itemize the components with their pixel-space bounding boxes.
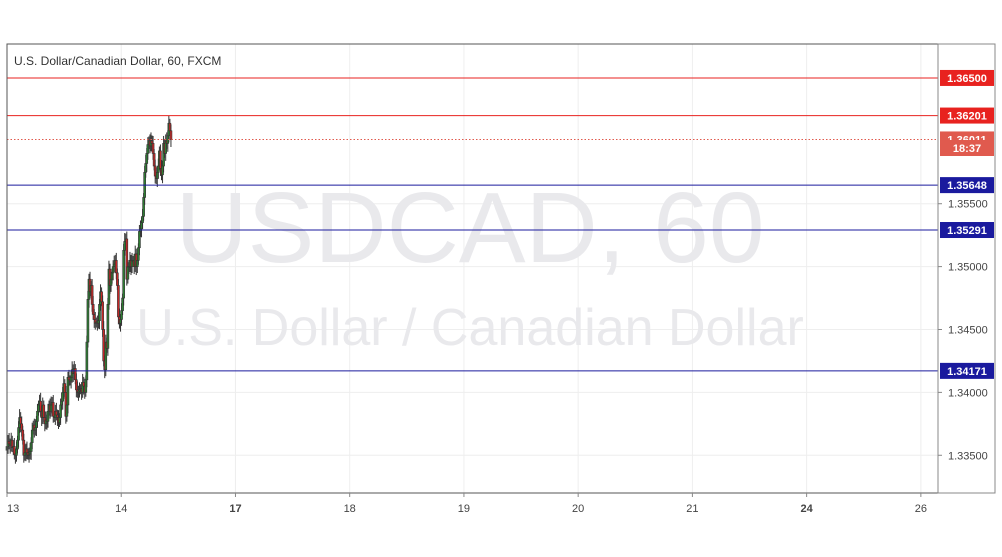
x-tick-label: 14 bbox=[115, 503, 127, 515]
level-label-text: 1.36500 bbox=[947, 73, 987, 85]
candle-body-up bbox=[122, 249, 125, 299]
level-label-box bbox=[940, 177, 994, 194]
price-level-labels: 1.365001.362011.360111.356481.352911.341… bbox=[940, 69, 994, 379]
candle-body-up bbox=[85, 341, 89, 381]
y-tick-label: 1.35500 bbox=[948, 199, 988, 211]
level-label-box bbox=[940, 362, 994, 379]
x-tick-label: 21 bbox=[686, 503, 698, 515]
x-tick-label: 24 bbox=[801, 503, 814, 515]
x-tick-label: 17 bbox=[229, 503, 241, 515]
x-tick-label: 26 bbox=[915, 503, 927, 515]
y-tick-label: 1.34000 bbox=[948, 387, 988, 399]
candles bbox=[5, 115, 173, 464]
level-label-text: 1.36201 bbox=[947, 111, 987, 123]
grid bbox=[6, 44, 938, 493]
y-tick-label: 1.35000 bbox=[948, 262, 988, 274]
time-axis[interactable]: 13 14 17 18 19 20 21 24 26 bbox=[6, 493, 927, 515]
level-label-text: 1.35648 bbox=[947, 180, 987, 192]
countdown-box bbox=[940, 140, 994, 156]
level-label-text: 1.35291 bbox=[947, 225, 987, 237]
price-axis[interactable]: 1.33500 1.34000 1.34500 1.35000 1.35500 bbox=[938, 199, 988, 463]
level-label-text: 1.34171 bbox=[947, 366, 987, 378]
chart-title: U.S. Dollar/Canadian Dollar, 60, FXCM bbox=[14, 54, 221, 68]
level-label-box bbox=[940, 222, 994, 239]
x-tick-label: 13 bbox=[7, 503, 19, 515]
countdown-text: 18:37 bbox=[953, 143, 981, 155]
x-tick-label: 19 bbox=[458, 503, 470, 515]
price-levels bbox=[7, 77, 938, 372]
candle-body-down bbox=[169, 130, 173, 140]
countdown-label: 18:37 bbox=[940, 140, 994, 156]
level-label-box bbox=[940, 69, 994, 86]
y-tick-label: 1.33500 bbox=[948, 450, 988, 462]
price-axis-border bbox=[937, 43, 996, 494]
watermark-name: U.S. Dollar / Canadian Dollar bbox=[136, 299, 804, 357]
candle-body-up bbox=[106, 304, 110, 349]
x-tick-label: 18 bbox=[344, 503, 356, 515]
watermark-symbol: USDCAD, 60 bbox=[175, 172, 764, 284]
x-tick-label: 20 bbox=[572, 503, 584, 515]
y-tick-label: 1.34500 bbox=[948, 324, 988, 336]
candle bbox=[169, 124, 173, 148]
level-label-box bbox=[940, 107, 994, 124]
